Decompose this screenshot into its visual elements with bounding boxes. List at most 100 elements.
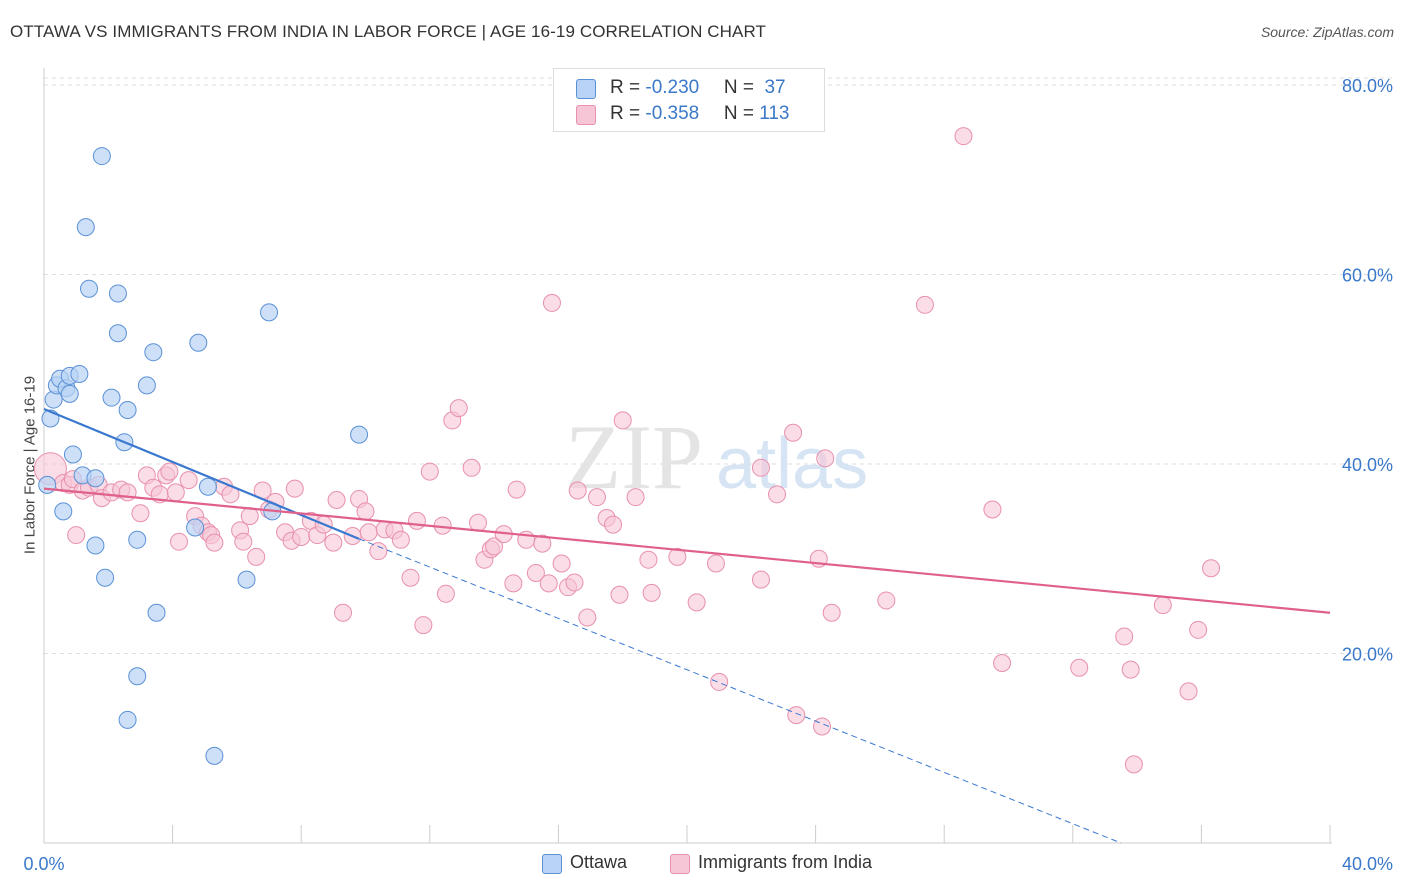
india-point xyxy=(179,471,198,490)
legend-swatch-ottawa xyxy=(542,854,562,874)
india-point xyxy=(504,574,523,593)
ottawa-point xyxy=(92,147,111,166)
ottawa-point xyxy=(189,333,208,352)
ottawa-point xyxy=(80,279,99,298)
india-swatch xyxy=(576,105,596,125)
ottawa-point xyxy=(38,475,57,494)
ottawa-r-value: -0.230 xyxy=(645,77,700,98)
india-point xyxy=(751,458,770,477)
india-r-value: -0.358 xyxy=(645,103,700,124)
ottawa-point xyxy=(60,384,79,403)
india-point xyxy=(131,504,150,523)
ottawa-point xyxy=(118,400,137,419)
india-point xyxy=(587,488,606,507)
ottawa-point xyxy=(144,343,163,362)
y-tick-label: 60.0% xyxy=(1342,266,1393,286)
ottawa-point xyxy=(147,603,166,622)
india-point xyxy=(668,547,687,566)
india-point xyxy=(710,672,729,691)
ottawa-point xyxy=(76,218,95,237)
india-point xyxy=(706,554,725,573)
india-point xyxy=(234,532,253,551)
ottawa-swatch xyxy=(576,79,596,99)
india-point xyxy=(639,550,658,569)
ottawa-point xyxy=(102,388,121,407)
ottawa-point xyxy=(128,530,147,549)
n-label: N = xyxy=(723,77,760,98)
india-point xyxy=(160,462,179,481)
india-point xyxy=(170,532,189,551)
india-point xyxy=(533,534,552,553)
india-point xyxy=(983,500,1002,519)
ottawa-trend-extension xyxy=(358,538,1122,844)
ottawa-trend-line xyxy=(43,408,360,540)
india-point xyxy=(610,585,629,604)
ottawa-point xyxy=(260,303,279,322)
correlation-stats-box: R = -0.230 N = 37 R = -0.358 N = 113 xyxy=(553,68,825,132)
india-point xyxy=(1121,660,1140,679)
ottawa-point xyxy=(128,667,147,686)
ottawa-point xyxy=(237,570,256,589)
ottawa-point xyxy=(54,502,73,521)
india-trend-line xyxy=(43,487,1331,614)
legend-label-india: Immigrants from India xyxy=(698,852,873,872)
india-point xyxy=(1202,559,1221,578)
india-point xyxy=(462,458,481,477)
ottawa-point xyxy=(96,568,115,587)
india-point xyxy=(784,423,803,442)
ottawa-point xyxy=(63,445,82,464)
ottawa-point xyxy=(86,536,105,555)
india-point xyxy=(526,563,545,582)
india-point xyxy=(205,533,224,552)
india-point xyxy=(1179,682,1198,701)
india-n-value: 113 xyxy=(759,103,790,124)
india-point xyxy=(420,462,439,481)
legend-swatch-india xyxy=(670,854,690,874)
chart-title: OTTAWA VS IMMIGRANTS FROM INDIA IN LABOR… xyxy=(10,22,767,41)
x-tick-label: 0.0% xyxy=(23,854,64,874)
ottawa-point xyxy=(205,746,224,765)
india-point xyxy=(324,533,343,552)
india-point xyxy=(247,547,266,566)
india-point xyxy=(436,584,455,603)
india-point xyxy=(485,537,504,556)
y-tick-label: 20.0% xyxy=(1342,645,1393,665)
india-point xyxy=(333,603,352,622)
x-tick-label: 40.0% xyxy=(1342,854,1393,874)
ottawa-point xyxy=(198,477,217,496)
trend-lines xyxy=(43,408,1331,844)
y-tick-label: 80.0% xyxy=(1342,76,1393,96)
india-point xyxy=(327,491,346,510)
india-point xyxy=(877,591,896,610)
tick-labels: 20.0% 40.0% 60.0% 80.0% 0.0% 40.0% xyxy=(23,76,1393,874)
source-credit: Source: ZipAtlas.com xyxy=(1260,24,1394,40)
ottawa-point xyxy=(70,364,89,383)
india-point xyxy=(565,573,584,592)
india-point xyxy=(414,616,433,635)
ottawa-point xyxy=(108,284,127,303)
india-point xyxy=(552,554,571,573)
india-point xyxy=(359,523,378,542)
india-point xyxy=(166,483,185,502)
india-point xyxy=(687,593,706,612)
india-point xyxy=(578,608,597,627)
india-point xyxy=(1115,627,1134,646)
ottawa-point xyxy=(86,469,105,488)
india-point xyxy=(391,530,410,549)
india-point xyxy=(542,293,561,312)
india-point xyxy=(604,515,623,534)
india-point xyxy=(285,479,304,498)
india-point xyxy=(292,527,311,546)
india-point xyxy=(449,399,468,418)
india-point xyxy=(751,570,770,589)
ottawa-point xyxy=(350,425,369,444)
legend-label-ottawa: Ottawa xyxy=(570,852,628,872)
n-label: N = xyxy=(723,103,760,124)
ottawa-point xyxy=(118,710,137,729)
india-point xyxy=(356,502,375,521)
india-point xyxy=(768,485,787,504)
ottawa-point xyxy=(108,324,127,343)
india-point xyxy=(787,706,806,725)
india-point xyxy=(954,127,973,146)
